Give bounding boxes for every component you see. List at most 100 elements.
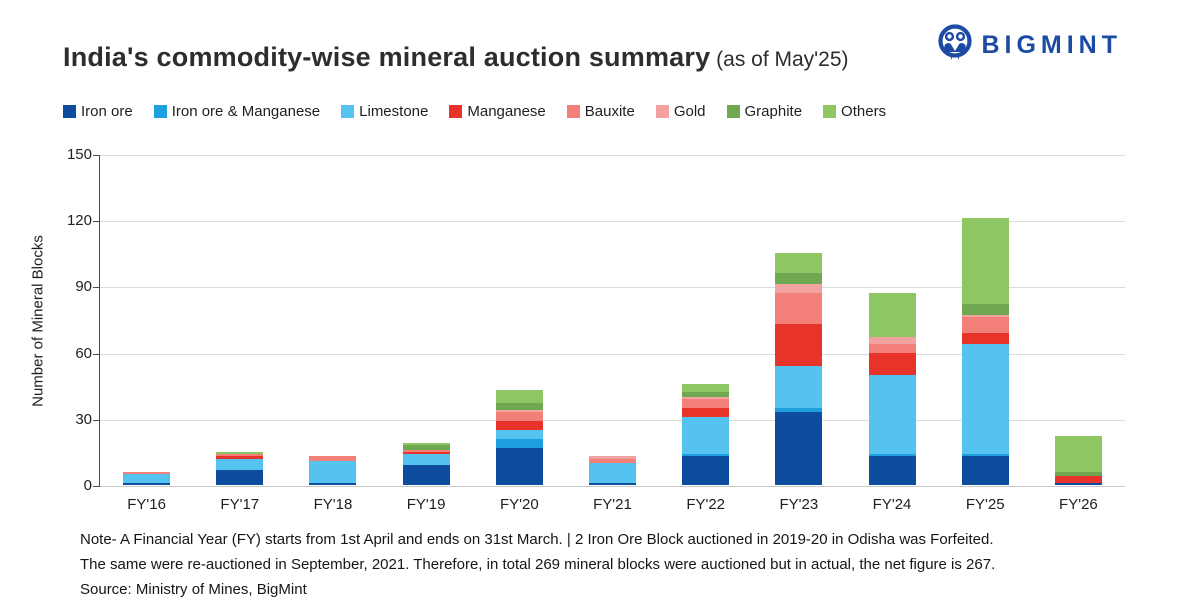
bar-segment-iron-ore	[495, 447, 543, 485]
bar-segment-iron-ore	[589, 482, 636, 485]
bar-fy16	[123, 471, 171, 485]
bar-fy26	[1054, 436, 1102, 485]
bar-fy17	[216, 451, 264, 485]
bar-segment-manganese	[216, 456, 264, 459]
bar-segment-others	[402, 443, 450, 446]
note-line-2: The same were re-auctioned in September,…	[80, 556, 996, 573]
note-line-3: Source: Ministry of Mines, BigMint	[80, 581, 307, 598]
y-tick-label-0: 0	[83, 477, 92, 494]
legend-swatch-icon	[566, 105, 580, 118]
footnotes: Note- A Financial Year (FY) starts from …	[80, 527, 995, 600]
bar-segment-manganese	[868, 352, 916, 375]
chart-legend: Iron ore Iron ore & Manganese Limestone Man…	[63, 103, 886, 120]
y-axis-title: Number of Mineral Blocks	[29, 234, 47, 407]
bar-segment-bauxite	[123, 471, 171, 474]
bar-segment-others	[775, 253, 823, 274]
bar-segment-iron-ore-manganese	[868, 454, 916, 457]
gridline-30	[100, 419, 1125, 421]
bar-segment-manganese	[402, 451, 450, 455]
gridline-120	[100, 221, 1125, 223]
legend-label: Gold	[673, 103, 706, 120]
legend-item-iron-ore-manganese: Iron ore & Manganese	[153, 103, 321, 120]
y-tick-label-120: 120	[66, 212, 92, 230]
bar-segment-graphite	[682, 392, 730, 397]
bar-segment-gold	[961, 315, 1009, 318]
gridline-90	[100, 287, 1125, 289]
legend-label: Others	[841, 103, 887, 120]
bar-segment-limestone	[309, 460, 357, 483]
bar-segment-graphite	[775, 273, 823, 285]
legend-swatch-icon	[341, 105, 355, 118]
bar-segment-manganese	[495, 421, 543, 430]
x-axis-label-fy21: FY'21	[593, 496, 632, 513]
bar-segment-iron-ore-manganese	[682, 454, 730, 457]
bar-segment-limestone	[961, 343, 1009, 455]
x-axis-baseline	[100, 486, 1125, 487]
bar-segment-iron-ore	[309, 482, 357, 485]
bar-segment-limestone	[868, 374, 916, 455]
bar-segment-others	[682, 383, 730, 393]
legend-swatch-icon	[153, 105, 167, 118]
bar-segment-iron-ore	[1054, 482, 1102, 485]
bar-segment-bauxite	[495, 412, 543, 422]
x-axis-label-fy17: FY'17	[220, 496, 260, 513]
bar-segment-gold	[682, 396, 730, 399]
bar-segment-limestone	[589, 462, 636, 483]
bar-segment-iron-ore	[868, 456, 916, 485]
bar-segment-graphite	[1054, 471, 1102, 477]
bigmint-logo-text: BIGMINT	[981, 31, 1122, 59]
bar-segment-others	[495, 390, 543, 404]
legend-label: Iron ore & Manganese	[171, 103, 321, 120]
y-tick-mark	[93, 486, 99, 487]
y-tick-label-150: 150	[66, 146, 92, 163]
bar-segment-gold	[589, 456, 636, 459]
legend-item-others: Others	[823, 103, 886, 120]
legend-item-iron-ore: Iron ore	[63, 103, 133, 120]
bar-segment-graphite	[961, 304, 1009, 316]
bar-segment-iron-ore-manganese	[775, 407, 823, 413]
x-axis-label-fy18: FY'18	[313, 496, 353, 513]
bar-segment-manganese	[961, 332, 1009, 344]
bar-segment-others	[1054, 436, 1102, 472]
header: India's commodity-wise mineral auction s…	[63, 24, 1160, 73]
legend-item-gold: Gold	[655, 103, 706, 120]
legend-swatch-icon	[449, 105, 463, 118]
bar-segment-iron-ore	[123, 482, 171, 485]
legend-swatch-icon	[726, 105, 740, 118]
legend-item-bauxite: Bauxite	[566, 103, 635, 120]
bigmint-logo: BIGMINT	[938, 24, 1122, 67]
y-tick-mark	[93, 221, 99, 223]
bar-segment-iron-ore	[402, 465, 450, 485]
bar-fy18	[309, 456, 357, 485]
bar-segment-graphite	[495, 403, 543, 411]
bar-segment-iron-ore	[682, 456, 730, 485]
y-tick-mark	[93, 419, 99, 421]
y-tick-label-30: 30	[75, 410, 92, 428]
bar-segment-bauxite	[682, 399, 730, 408]
legend-label: Manganese	[467, 103, 546, 120]
legend-item-limestone: Limestone	[341, 103, 428, 120]
bar-fy19	[402, 443, 450, 485]
bar-segment-bauxite	[402, 449, 450, 452]
page-title-suffix: (as of May'25)	[710, 48, 849, 71]
bar-segment-graphite	[402, 445, 450, 450]
bar-segment-gold	[868, 337, 916, 344]
y-axis-line	[99, 155, 100, 487]
x-axis-label-fy20: FY'20	[499, 496, 539, 513]
bar-segment-bauxite	[589, 458, 636, 463]
bar-segment-others	[961, 218, 1009, 305]
bar-segment-gold	[495, 410, 543, 413]
x-axis-label-fy23: FY'23	[779, 496, 819, 513]
x-axis-label-fy19: FY'19	[406, 496, 446, 513]
bar-segment-manganese	[775, 323, 823, 366]
bar-segment-limestone	[123, 473, 171, 483]
legend-swatch-icon	[63, 105, 76, 118]
gridline-150	[100, 155, 1125, 156]
legend-label: Iron ore	[81, 103, 133, 120]
bar-segment-bauxite	[309, 456, 357, 461]
stacked-bar-chart: Number of Mineral Blocks 0 30 60 90 120 150 FY…	[30, 146, 1125, 513]
bar-segment-bauxite	[775, 293, 823, 324]
y-tick-label-90: 90	[75, 278, 92, 296]
bar-fy25	[961, 218, 1009, 485]
